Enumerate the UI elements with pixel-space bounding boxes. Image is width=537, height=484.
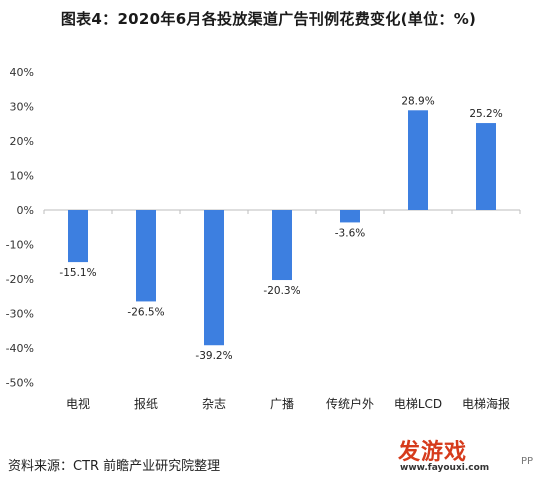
x-axis-labels: 电视 报纸 杂志 广播 传统户外 电梯LCD 电梯海报 bbox=[43, 210, 521, 411]
y-tick-label: 0% bbox=[17, 204, 34, 217]
y-tick-label: 40% bbox=[10, 66, 34, 79]
y-tick-label: -30% bbox=[6, 308, 34, 321]
y-tick-label: -40% bbox=[6, 342, 34, 355]
bars bbox=[68, 110, 496, 346]
x-tick-label: 广播 bbox=[270, 397, 294, 411]
bar-电视 bbox=[68, 210, 88, 263]
watermark-logo-text: 发游戏 bbox=[398, 440, 468, 465]
bar-广播 bbox=[272, 210, 292, 281]
x-tick-label: 电梯LCD bbox=[394, 397, 442, 411]
data-label: -26.5% bbox=[127, 306, 164, 318]
chart-title: 图表4：2020年6月各投放渠道广告刊例花费变化(单位：%) bbox=[60, 10, 477, 28]
y-tick-label: -10% bbox=[6, 239, 34, 252]
y-tick-label: 20% bbox=[10, 135, 34, 148]
x-tick-label: 传统户外 bbox=[326, 396, 374, 411]
data-label: 25.2% bbox=[469, 108, 502, 120]
corner-text: PP bbox=[521, 456, 534, 467]
x-tick-label: 电视 bbox=[66, 396, 90, 411]
y-tick-label: -20% bbox=[6, 273, 34, 286]
watermark-url: www.fayouxi.com bbox=[400, 463, 490, 473]
y-tick-label: 30% bbox=[10, 101, 34, 114]
bar-传统户外 bbox=[340, 210, 360, 223]
x-tick-label: 杂志 bbox=[202, 397, 226, 411]
bar-电梯海报 bbox=[476, 123, 496, 210]
data-labels: -15.1% -26.5% -39.2% -20.3% -3.6% 28.9% 25.2% bbox=[59, 95, 502, 362]
y-tick-label: 10% bbox=[10, 170, 34, 183]
x-tick-label: 电梯海报 bbox=[462, 396, 510, 411]
y-tick-label: -50% bbox=[6, 377, 34, 390]
x-tick-label: 报纸 bbox=[134, 396, 158, 411]
data-label: -3.6% bbox=[335, 227, 365, 239]
bar-电梯LCD bbox=[408, 110, 428, 210]
bar-报纸 bbox=[136, 210, 156, 302]
data-label: -39.2% bbox=[195, 350, 232, 362]
bar-杂志 bbox=[204, 210, 224, 346]
source-note: 资料来源：CTR 前瞻产业研究院整理 bbox=[8, 459, 221, 474]
data-label: 28.9% bbox=[401, 95, 434, 107]
data-label: -15.1% bbox=[59, 267, 96, 279]
y-axis-ticks: 40% 30% 20% 10% 0% -10% -20% -30% -40% -50% bbox=[6, 66, 520, 390]
site-watermark-badge: 发游戏 www.fayouxi.com bbox=[398, 436, 513, 476]
data-label: -20.3% bbox=[263, 285, 300, 297]
